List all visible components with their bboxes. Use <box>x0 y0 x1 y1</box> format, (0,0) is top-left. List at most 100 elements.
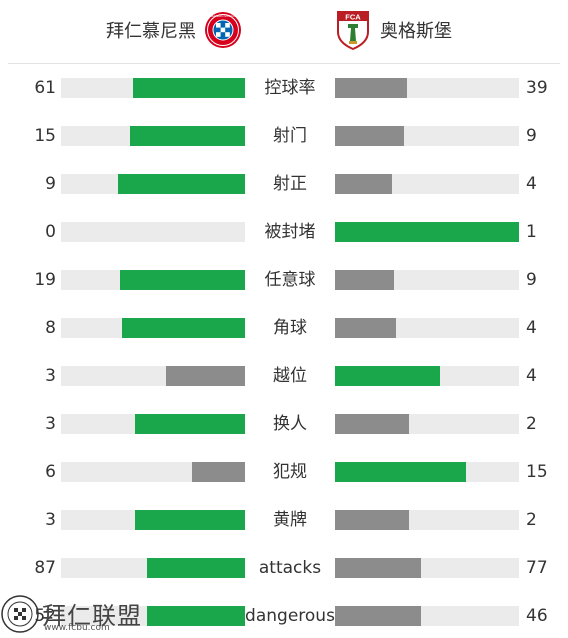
away-stat-bar <box>335 414 409 434</box>
home-stat-value: 61 <box>34 78 56 98</box>
home-stat-bar <box>118 174 245 194</box>
home-stat-bar <box>120 270 245 290</box>
stat-label: 角球 <box>273 318 307 338</box>
away-stat-bar-track <box>335 318 519 338</box>
home-stat-bar <box>147 558 245 578</box>
home-stat-bar-track <box>61 462 245 482</box>
home-stat-value: 19 <box>34 270 56 290</box>
watermark-url: www.fcbu.com <box>44 623 110 633</box>
away-stat-bar <box>335 510 409 530</box>
stat-label: attacks <box>258 558 322 578</box>
home-stat-bar <box>147 606 245 626</box>
home-stat-value: 3 <box>45 366 56 386</box>
stat-row: 61 控球率 39 <box>0 64 568 112</box>
home-stat-value: 87 <box>34 558 56 578</box>
away-stat-bar-track <box>335 462 519 482</box>
home-stat-bar-track <box>61 126 245 146</box>
home-stat-value: 15 <box>34 126 56 146</box>
away-stat-bar-track <box>335 414 519 434</box>
home-stat-bar <box>166 366 245 386</box>
stat-label: 换人 <box>273 414 307 434</box>
away-stat-bar-track <box>335 174 519 194</box>
stat-label: 犯规 <box>273 462 307 482</box>
away-stat-value: 9 <box>526 126 537 146</box>
home-stat-bar <box>133 78 245 98</box>
stat-row: 19 任意球 9 <box>0 256 568 304</box>
stat-row: 52 dangerous 46 <box>0 592 568 638</box>
stat-row: 9 射正 4 <box>0 160 568 208</box>
away-stat-bar-track <box>335 558 519 578</box>
home-stat-value: 3 <box>45 414 56 434</box>
away-stat-bar <box>335 606 421 626</box>
away-stat-bar-track <box>335 270 519 290</box>
away-stat-value: 4 <box>526 366 537 386</box>
stat-label: 任意球 <box>264 270 316 290</box>
home-stat-bar-track <box>61 174 245 194</box>
home-stat-value: 52 <box>34 606 56 626</box>
away-team[interactable]: FCA 奥格斯堡 <box>336 10 452 50</box>
away-stat-value: 9 <box>526 270 537 290</box>
home-stat-bar-track <box>61 78 245 98</box>
header-divider <box>8 63 560 64</box>
stat-label: dangerous <box>245 606 335 626</box>
home-stat-bar <box>135 510 245 530</box>
home-stat-value: 8 <box>45 318 56 338</box>
away-stat-bar <box>335 462 466 482</box>
away-stat-bar-track <box>335 222 519 242</box>
away-stat-value: 15 <box>526 462 548 482</box>
home-stat-bar <box>135 414 245 434</box>
away-stat-bar <box>335 558 421 578</box>
away-stat-bar-track <box>335 126 519 146</box>
away-stat-bar <box>335 270 394 290</box>
stat-row: 3 越位 4 <box>0 352 568 400</box>
away-stat-value: 2 <box>526 510 537 530</box>
home-stat-value: 0 <box>45 222 56 242</box>
stat-row: 6 犯规 15 <box>0 448 568 496</box>
home-stat-bar <box>122 318 245 338</box>
home-stat-value: 9 <box>45 174 56 194</box>
away-team-name: 奥格斯堡 <box>380 21 452 42</box>
away-stat-bar <box>335 126 404 146</box>
away-stat-bar <box>335 174 392 194</box>
home-stat-bar-track <box>61 222 245 242</box>
home-stat-bar-track <box>61 366 245 386</box>
home-team[interactable]: 拜仁慕尼黑 FC BAYERN MÜNCHEN <box>106 10 242 50</box>
away-stat-bar-track <box>335 78 519 98</box>
match-header: 拜仁慕尼黑 FC BAYERN MÜNCHEN FCA 奥格斯堡 <box>0 0 568 60</box>
augsburg-logo-icon: FCA <box>337 11 369 50</box>
away-stat-value: 4 <box>526 174 537 194</box>
bayern-logo-icon: FC BAYERN MÜNCHEN <box>205 12 241 48</box>
away-stat-bar <box>335 366 440 386</box>
stat-label: 被封堵 <box>264 222 316 242</box>
away-stat-value: 2 <box>526 414 537 434</box>
stat-row: 3 换人 2 <box>0 400 568 448</box>
stat-row: 87 attacks 77 <box>0 544 568 592</box>
watermark-seal-icon <box>1 595 39 633</box>
away-stat-bar <box>335 78 407 98</box>
away-stat-value: 4 <box>526 318 537 338</box>
bayern-logo-lettering: FC BAYERN MÜNCHEN <box>206 14 239 18</box>
away-stat-bar-track <box>335 606 519 626</box>
away-stat-bar-track <box>335 510 519 530</box>
away-stat-value: 1 <box>526 222 537 242</box>
stat-row: 3 黄牌 2 <box>0 496 568 544</box>
home-stat-bar-track <box>61 510 245 530</box>
home-stat-value: 3 <box>45 510 56 530</box>
away-stat-value: 77 <box>526 558 548 578</box>
stat-label: 黄牌 <box>273 510 307 530</box>
stat-label: 射正 <box>273 174 307 194</box>
home-stat-bar <box>130 126 245 146</box>
stats-list: 61 控球率 39 15 射门 9 9 射正 4 0 被封堵 1 19 任意球 9 8 角球 4 3 越位 4 3 换人 2 6… <box>0 64 568 638</box>
stat-row: 15 射门 9 <box>0 112 568 160</box>
home-stat-bar-track <box>61 318 245 338</box>
watermark-text: 拜仁联盟 <box>42 602 142 630</box>
stat-label: 射门 <box>273 126 307 146</box>
home-stat-bar-track <box>61 414 245 434</box>
stat-row: 8 角球 4 <box>0 304 568 352</box>
away-stat-bar <box>335 222 519 242</box>
watermark: 拜仁联盟 www.fcbu.com <box>0 594 150 634</box>
home-stat-bar <box>192 462 245 482</box>
stat-label: 越位 <box>273 366 307 386</box>
away-stat-bar <box>335 318 396 338</box>
home-stat-value: 6 <box>45 462 56 482</box>
